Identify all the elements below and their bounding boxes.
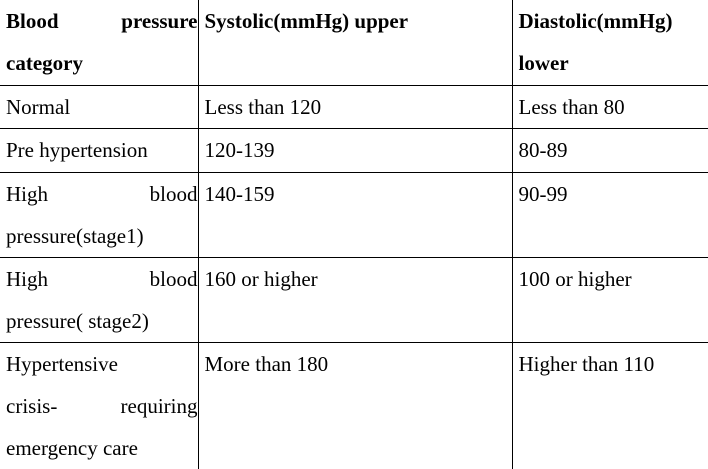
table-row: Normal Less than 120 Less than 80 <box>0 85 708 128</box>
systolic-cell: More than 180 <box>198 342 512 469</box>
category-text-line-1: High blood <box>6 173 198 215</box>
table-row: Hypertensive crisis- requiring emergency… <box>0 342 708 469</box>
systolic-cell: 120-139 <box>198 128 512 172</box>
category-cell: High blood pressure( stage2) <box>0 257 198 342</box>
diastolic-cell: Less than 80 <box>512 85 708 128</box>
header-diastolic-line-1: Diastolic(mmHg) <box>519 0 708 42</box>
category-text: Pre hypertension <box>6 138 148 162</box>
table-header-row: Blood pressure category Systolic(mmHg) u… <box>0 0 708 85</box>
category-text-line-1: Hypertensive <box>6 343 198 385</box>
header-category-line-1: Blood pressure <box>6 0 198 42</box>
table-row: High blood pressure( stage2) 160 or high… <box>0 257 708 342</box>
category-cell: Normal <box>0 85 198 128</box>
category-text-line-2: pressure(stage1) <box>6 215 198 257</box>
diastolic-cell: 80-89 <box>512 128 708 172</box>
category-text: Normal <box>6 95 70 119</box>
category-text-line-2: pressure( stage2) <box>6 300 198 342</box>
diastolic-cell: 90-99 <box>512 172 708 257</box>
header-systolic-label: Systolic(mmHg) upper <box>205 9 409 33</box>
category-text-line-2: crisis- requiring <box>6 385 198 427</box>
systolic-cell: 140-159 <box>198 172 512 257</box>
header-category: Blood pressure category <box>0 0 198 85</box>
category-cell: Hypertensive crisis- requiring emergency… <box>0 342 198 469</box>
category-cell: High blood pressure(stage1) <box>0 172 198 257</box>
category-text-line-1: High blood <box>6 258 198 300</box>
category-text-line-3: emergency care <box>6 427 198 469</box>
header-systolic: Systolic(mmHg) upper <box>198 0 512 85</box>
diastolic-cell: Higher than 110 <box>512 342 708 469</box>
category-cell: Pre hypertension <box>0 128 198 172</box>
header-diastolic-line-2: lower <box>519 42 708 84</box>
header-diastolic: Diastolic(mmHg) lower <box>512 0 708 85</box>
systolic-cell: Less than 120 <box>198 85 512 128</box>
header-category-line-2: category <box>6 42 198 84</box>
table-row: Pre hypertension 120-139 80-89 <box>0 128 708 172</box>
systolic-cell: 160 or higher <box>198 257 512 342</box>
table-row: High blood pressure(stage1) 140-159 90-9… <box>0 172 708 257</box>
diastolic-cell: 100 or higher <box>512 257 708 342</box>
